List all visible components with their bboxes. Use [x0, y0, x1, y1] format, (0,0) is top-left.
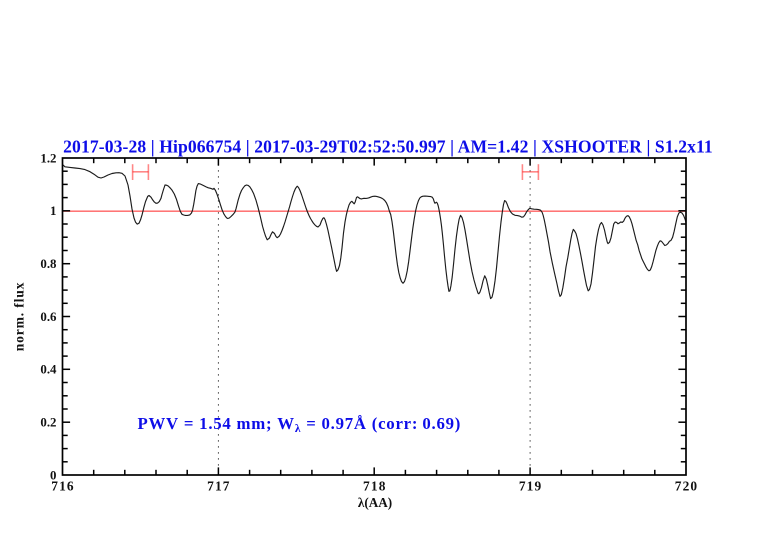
svg-text:0.6: 0.6 [40, 310, 57, 324]
svg-text:0.4: 0.4 [40, 363, 57, 377]
svg-text:0: 0 [50, 468, 56, 482]
svg-text:norm. flux: norm. flux [12, 282, 27, 351]
svg-text:0.2: 0.2 [40, 416, 56, 430]
svg-text:PWV = 1.54 mm; Wλ = 0.97Å (cor: PWV = 1.54 mm; Wλ = 0.97Å (corr: 0.69) [138, 414, 462, 435]
svg-text:λ(AA): λ(AA) [358, 495, 392, 510]
svg-text:720: 720 [675, 479, 698, 494]
svg-text:1.2: 1.2 [40, 151, 56, 165]
svg-text:719: 719 [519, 479, 542, 494]
svg-text:716: 716 [51, 479, 74, 494]
svg-text:2017-03-28 | Hip066754 | 2017-: 2017-03-28 | Hip066754 | 2017-03-29T02:5… [63, 137, 713, 157]
svg-text:718: 718 [363, 479, 386, 494]
svg-text:717: 717 [207, 479, 230, 494]
svg-text:1: 1 [50, 204, 56, 218]
svg-text:0.8: 0.8 [40, 257, 57, 271]
